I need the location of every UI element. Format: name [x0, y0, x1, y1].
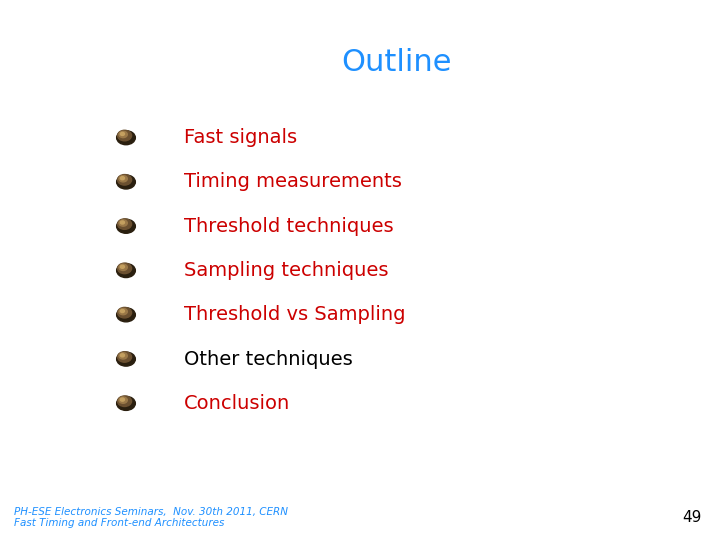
Circle shape: [117, 308, 135, 322]
Text: Fast signals: Fast signals: [184, 128, 297, 147]
Text: Outline: Outline: [341, 48, 451, 77]
Text: PH-ESE Electronics Seminars,  Nov. 30th 2011, CERN: PH-ESE Electronics Seminars, Nov. 30th 2…: [14, 507, 289, 517]
Circle shape: [119, 264, 127, 271]
Circle shape: [120, 132, 125, 136]
Circle shape: [117, 219, 135, 233]
Circle shape: [117, 130, 132, 141]
Circle shape: [120, 265, 125, 268]
Circle shape: [120, 398, 125, 401]
Text: 49: 49: [683, 510, 702, 525]
Circle shape: [119, 131, 127, 138]
Text: Threshold techniques: Threshold techniques: [184, 217, 393, 236]
Circle shape: [119, 397, 127, 403]
Text: Threshold vs Sampling: Threshold vs Sampling: [184, 305, 405, 325]
Circle shape: [117, 264, 135, 278]
Circle shape: [117, 175, 135, 189]
Circle shape: [117, 396, 132, 407]
Circle shape: [119, 308, 127, 315]
Circle shape: [120, 221, 125, 224]
Text: Timing measurements: Timing measurements: [184, 172, 402, 192]
Circle shape: [119, 353, 127, 359]
Text: Sampling techniques: Sampling techniques: [184, 261, 388, 280]
Circle shape: [117, 307, 132, 318]
Circle shape: [117, 131, 135, 145]
Text: Conclusion: Conclusion: [184, 394, 290, 413]
Text: Fast Timing and Front-end Architectures: Fast Timing and Front-end Architectures: [14, 518, 225, 528]
Circle shape: [117, 396, 135, 410]
Circle shape: [117, 352, 135, 366]
Circle shape: [120, 354, 125, 357]
Circle shape: [117, 263, 132, 274]
Text: Other techniques: Other techniques: [184, 349, 352, 369]
Circle shape: [117, 174, 132, 185]
Circle shape: [119, 176, 127, 182]
Circle shape: [117, 352, 132, 362]
Circle shape: [120, 177, 125, 180]
Circle shape: [119, 220, 127, 226]
Circle shape: [120, 309, 125, 313]
Circle shape: [117, 219, 132, 230]
